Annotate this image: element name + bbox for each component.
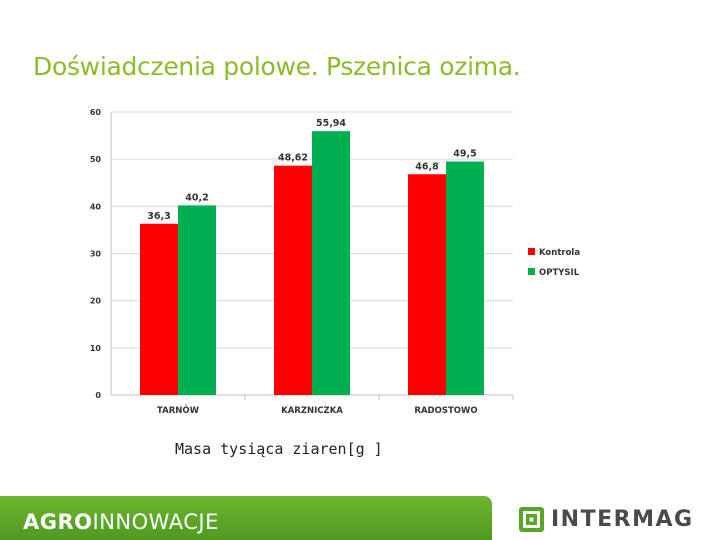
footer-brand: AGROINNOWACJE: [23, 510, 219, 534]
x-tick-label: TARNÓW: [157, 404, 200, 416]
bar-kontrola: [408, 174, 446, 395]
legend-label: Kontrola: [539, 248, 580, 258]
intermag-logo: INTERMAG: [518, 505, 694, 533]
slide-title: Doświadczenia polowe. Pszenica ozima.: [33, 52, 521, 81]
bars: [140, 131, 484, 396]
y-tick-label: 40: [90, 202, 102, 211]
data-label: 49,5: [453, 149, 476, 160]
bar-optysil: [446, 161, 484, 395]
data-label: 40,2: [185, 192, 208, 203]
x-tick-label: RADOSTOWO: [414, 406, 477, 416]
y-tick-label: 10: [90, 344, 102, 353]
logo-text: INTERMAG: [551, 506, 694, 532]
y-tick-label: 0: [95, 391, 101, 400]
footer-bar: [0, 496, 492, 540]
brand-bold: AGRO: [23, 510, 93, 534]
data-label: 48,62: [278, 153, 308, 164]
intermag-logo-icon: [519, 506, 544, 532]
data-label: 36,3: [147, 211, 170, 222]
bar-optysil: [178, 205, 216, 395]
bar-optysil: [312, 131, 350, 396]
legend-label: OPTYSIL: [539, 268, 580, 278]
data-label: 55,94: [316, 118, 346, 129]
chart-caption: Masa tysiąca ziaren[g ]: [175, 440, 383, 458]
bar-kontrola: [140, 223, 178, 395]
legend-swatch-kontrola: [528, 248, 535, 255]
data-label: 46,8: [415, 161, 439, 172]
bar-kontrola: [274, 165, 312, 395]
brand-light: INNOWACJE: [92, 510, 219, 534]
y-tick-label: 30: [90, 250, 102, 259]
x-tick-label: KARZNICZKA: [281, 406, 343, 416]
y-tick-label: 60: [90, 108, 102, 117]
legend-swatch-optysil: [528, 268, 535, 275]
legend: Kontrola OPTYSIL: [528, 248, 580, 278]
y-tick-label: 20: [90, 297, 102, 306]
data-labels: 36,3 40,2 48,62 55,94 46,8 49,5: [147, 118, 476, 222]
y-tick-label: 50: [90, 155, 102, 164]
